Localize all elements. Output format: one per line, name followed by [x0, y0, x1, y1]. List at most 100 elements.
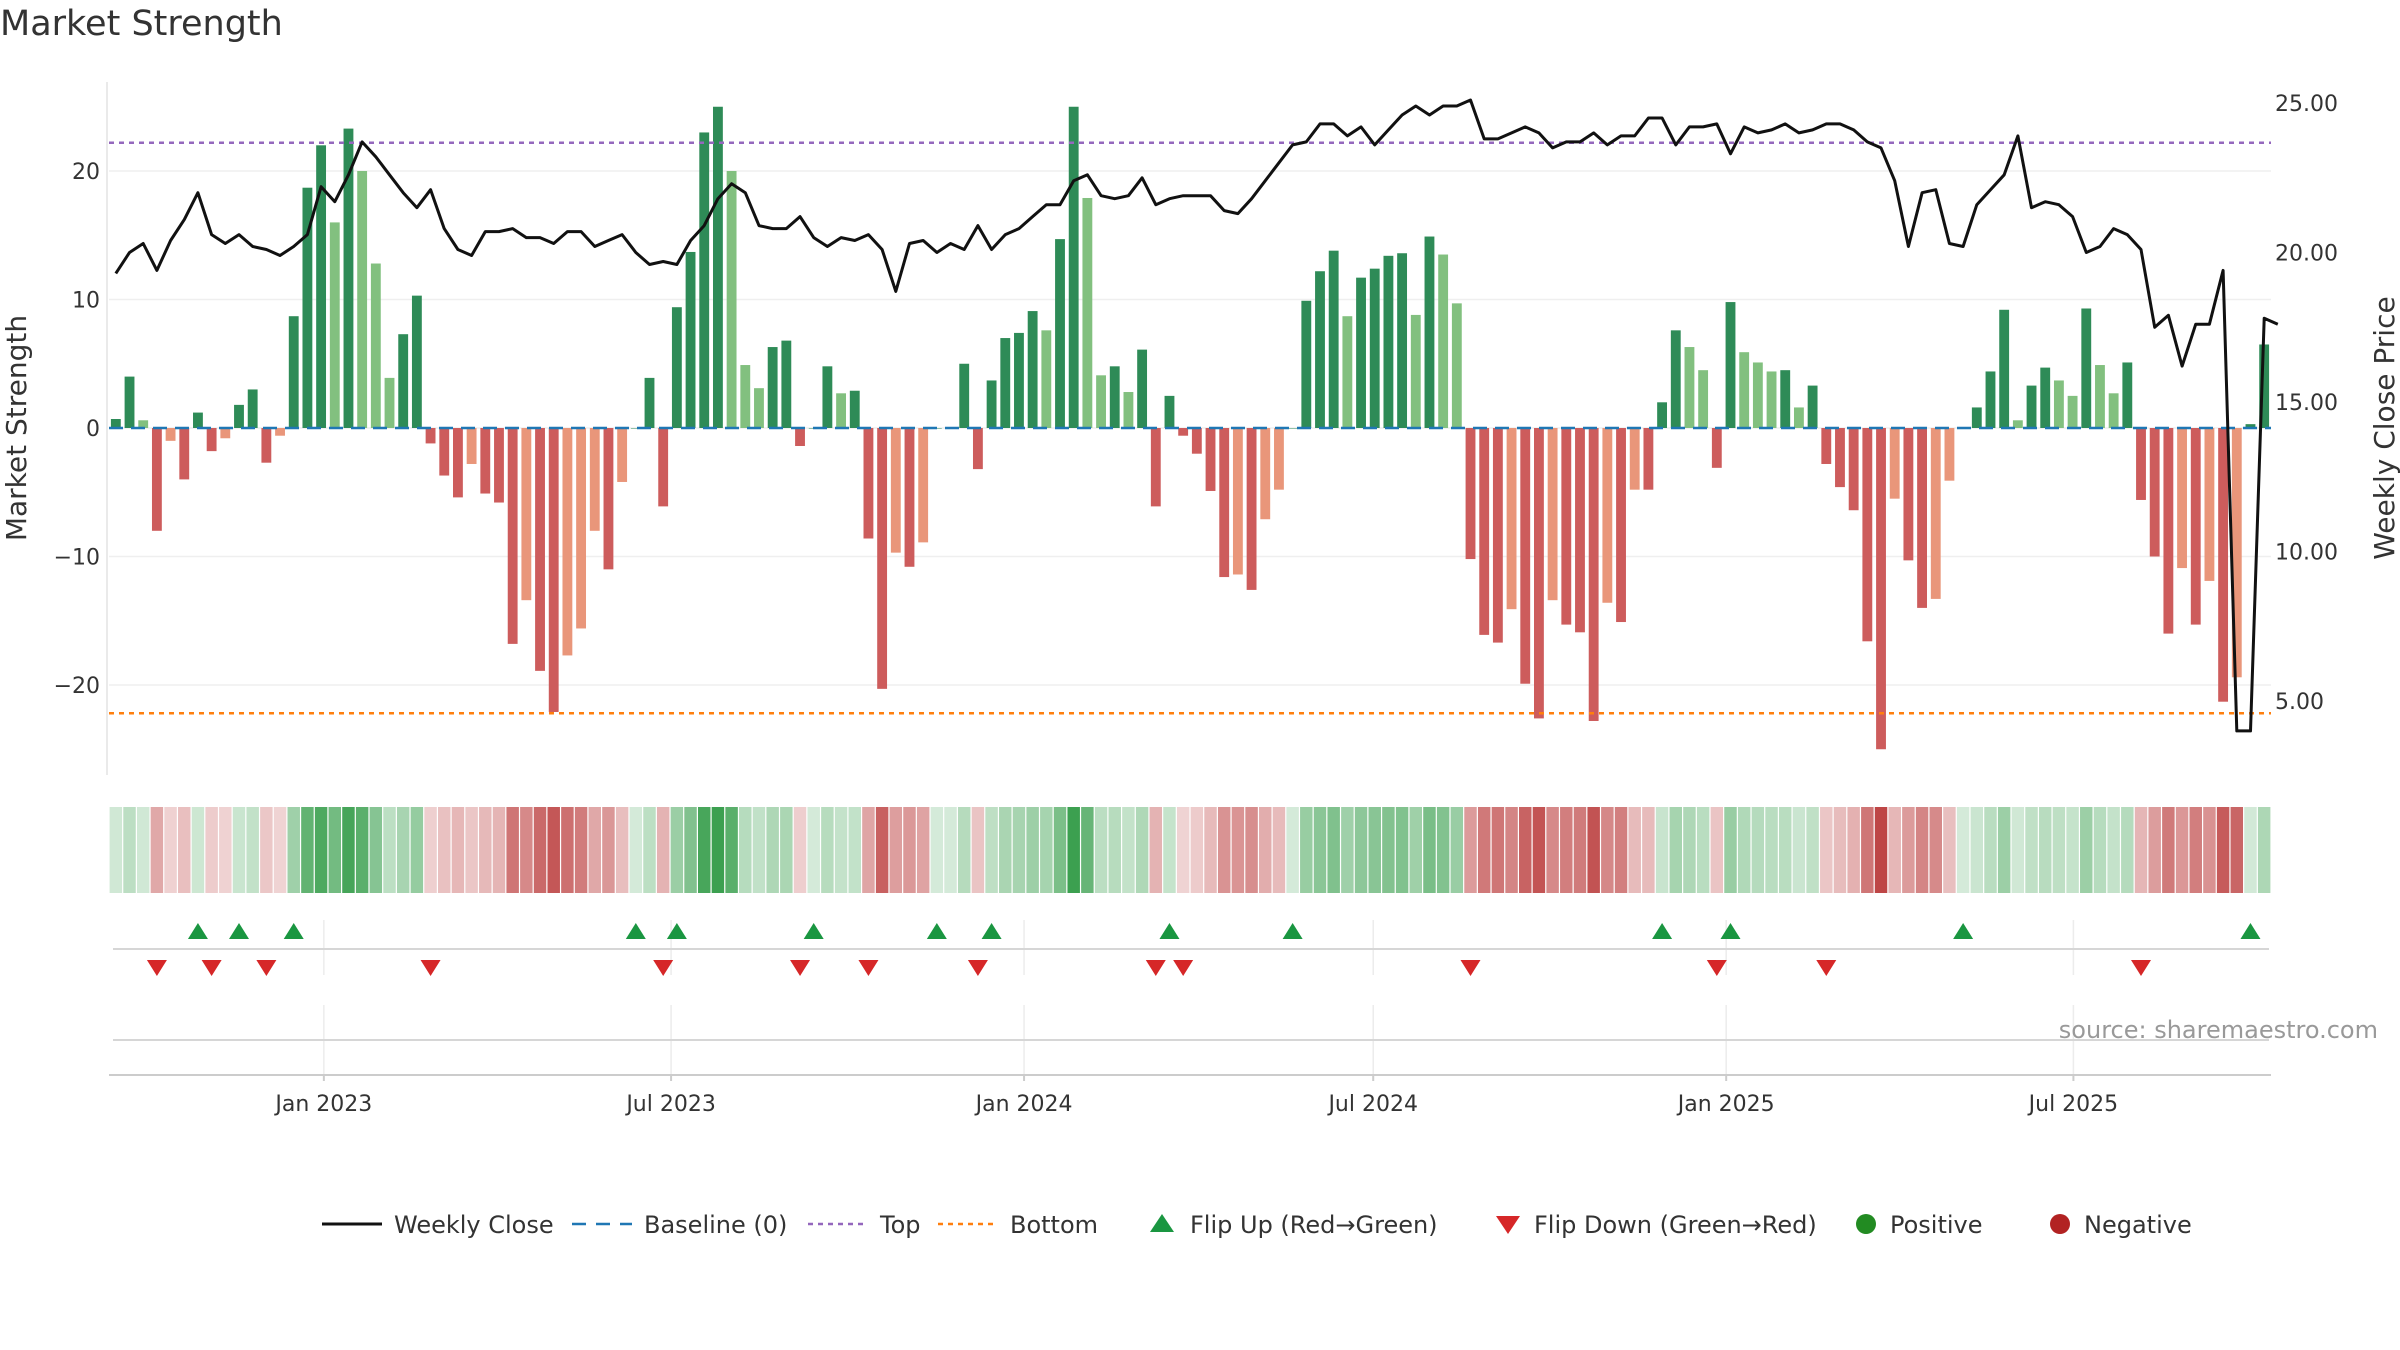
strength-bar: [726, 171, 737, 428]
strip-cell: [1573, 807, 1587, 893]
strip-cell: [629, 807, 643, 893]
strength-bar: [370, 263, 381, 428]
strip-cell: [1655, 807, 1669, 893]
strip-cell: [1286, 807, 1299, 893]
strip-cell: [396, 807, 410, 893]
strip-cell: [670, 807, 684, 893]
strength-bar: [220, 428, 231, 439]
strip-cell: [1669, 807, 1683, 893]
strength-bar: [138, 420, 149, 428]
strip-cell: [739, 807, 752, 893]
flip-markers: [113, 923, 2269, 976]
strip-cell: [2121, 807, 2134, 893]
strip-cell: [2148, 807, 2161, 893]
strength-bar: [1643, 428, 1654, 490]
strength-bar: [1793, 407, 1804, 428]
strength-bar: [384, 377, 395, 428]
strip-cell: [164, 807, 177, 893]
strip-cell: [1464, 807, 1477, 893]
strength-bar: [2218, 428, 2229, 702]
strength-bar: [630, 428, 641, 429]
strip-cell: [1450, 807, 1464, 893]
strip-cell: [2203, 807, 2216, 893]
strip-cell: [1067, 807, 1080, 893]
strip-cell: [383, 807, 396, 893]
strength-bar: [234, 404, 244, 428]
flip-up-marker: [981, 923, 1002, 939]
strength-bar: [1123, 392, 1134, 428]
strip-cell: [2175, 807, 2189, 893]
strength-bar: [1575, 428, 1585, 633]
strength-bar: [685, 251, 696, 428]
legend-swatch: [1150, 1214, 1174, 1232]
strip-cell: [136, 807, 150, 893]
strength-bar: [1014, 332, 1024, 428]
strip-cell: [1040, 807, 1053, 893]
strip-cell: [1053, 807, 1067, 893]
x-tick-label: Jul 2024: [1326, 1092, 1418, 1117]
strength-bar: [849, 390, 860, 428]
strip-cell: [1217, 807, 1231, 893]
strength-bar: [1848, 428, 1859, 511]
strip-cell: [1956, 807, 1970, 893]
strength-bar: [1369, 268, 1380, 428]
strength-bar: [740, 365, 751, 428]
strip-cell: [903, 807, 916, 893]
flip-up-marker: [187, 923, 208, 939]
x-tick-label: Jan 2025: [1676, 1092, 1775, 1117]
strength-bar: [1383, 255, 1394, 428]
y-tick-label: −20: [54, 674, 100, 699]
strength-bar: [1534, 428, 1544, 719]
strip-cell: [1997, 807, 2011, 893]
strip-cell: [438, 807, 451, 893]
strength-bar: [2163, 428, 2174, 634]
strip-cell: [711, 807, 725, 893]
strip-cell: [2134, 807, 2148, 893]
strength-bar: [1506, 428, 1517, 610]
strength-bar: [589, 428, 600, 531]
strength-bar: [2026, 385, 2037, 428]
strength-bar: [1479, 428, 1490, 635]
strip-cell: [260, 807, 273, 893]
strip-cell: [1888, 807, 1901, 893]
flip-up-marker: [666, 923, 687, 939]
strip-cell: [273, 807, 287, 893]
strength-bar: [288, 316, 299, 428]
strength-bar: [1629, 428, 1640, 490]
flip-up-marker: [926, 923, 947, 939]
strip-cell: [848, 807, 861, 893]
strength-bar: [671, 307, 682, 428]
strength-bar: [1657, 402, 1668, 428]
y2-tick-label: 25.00: [2275, 92, 2338, 117]
strength-bar: [2067, 395, 2078, 428]
legend-swatch: [1496, 1216, 1520, 1234]
strength-bar: [1985, 371, 1996, 428]
strength-bar: [1739, 352, 1750, 428]
strip-cell: [1327, 807, 1340, 893]
strength-bar: [1109, 366, 1120, 428]
strip-cell: [1354, 807, 1368, 893]
strength-bar: [1917, 428, 1927, 608]
flip-up-marker: [228, 923, 249, 939]
strip-cell: [150, 807, 164, 893]
strength-bar: [986, 380, 997, 428]
strength-bar: [275, 428, 285, 436]
flip-down-marker: [967, 960, 988, 976]
strip-cell: [1642, 807, 1655, 893]
strip-cell: [2189, 807, 2202, 893]
chart-title: Market Strength: [0, 4, 283, 44]
strip-cell: [301, 807, 314, 893]
flip-up-marker: [283, 923, 304, 939]
strip-cell: [1546, 807, 1559, 893]
strip-cell: [1026, 807, 1039, 893]
strength-bar: [439, 428, 450, 476]
strength-bar: [2108, 393, 2119, 428]
strength-bar: [1821, 428, 1832, 464]
strip-cell: [1436, 807, 1450, 893]
strength-bar: [1356, 277, 1366, 428]
legend-swatch: [1856, 1214, 1876, 1234]
flip-down-marker: [1706, 960, 1727, 976]
strength-bar: [836, 393, 846, 428]
strength-bar: [425, 428, 436, 444]
strength-bar: [562, 428, 573, 656]
